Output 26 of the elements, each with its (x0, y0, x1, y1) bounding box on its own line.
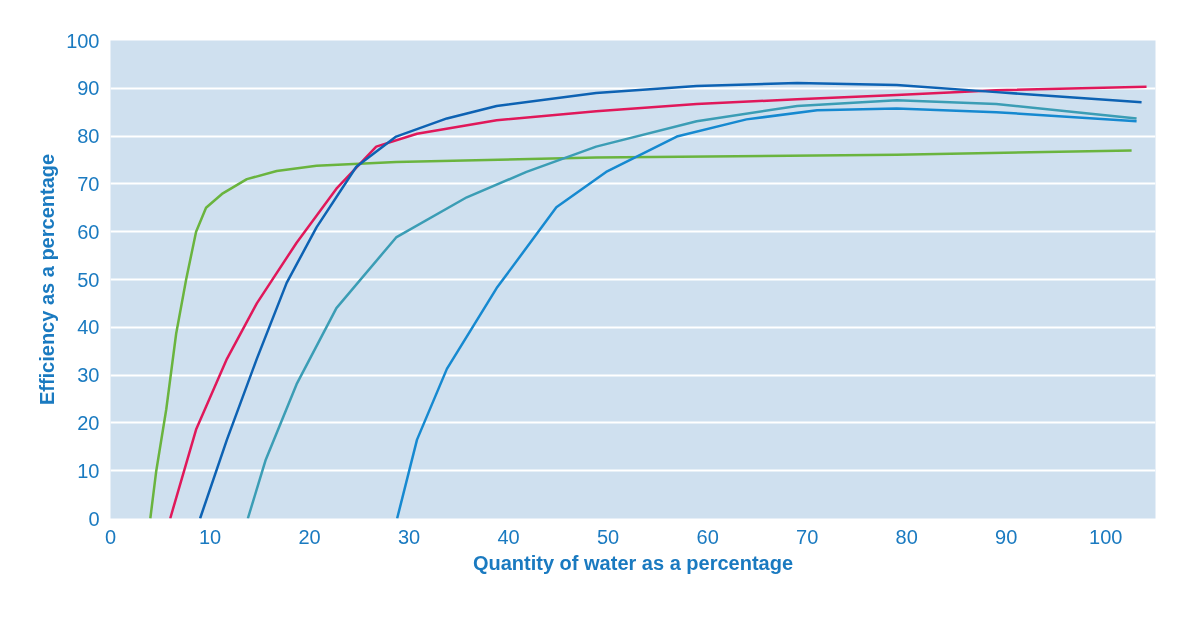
y-tick-label: 100 (66, 29, 100, 52)
y-tick-label: 0 (88, 507, 100, 530)
y-tick-label: 40 (77, 316, 100, 339)
line-series (149, 149, 1133, 519)
x-tick-label: 10 (198, 525, 222, 548)
y-tick-label: 10 (77, 459, 100, 482)
x-tick-label: 50 (597, 525, 620, 548)
y-axis-title: Efficiency as a percentage (36, 153, 59, 406)
y-tick-label: 70 (77, 172, 100, 195)
x-tick-label: 0 (104, 525, 117, 548)
x-tick-label: 100 (1089, 525, 1123, 548)
y-tick-label: 50 (77, 268, 100, 291)
line-series (395, 107, 1138, 519)
x-tick-label: 40 (497, 525, 520, 548)
x-tick-label: 20 (298, 525, 321, 548)
y-tick-label: 80 (77, 125, 100, 148)
x-axis-title: Quantity of water as a percentage (472, 551, 794, 574)
x-tick-label: 80 (895, 525, 918, 548)
x-tick-label: 70 (796, 525, 819, 548)
x-tick-label: 90 (995, 525, 1018, 548)
y-tick-label: 20 (77, 411, 100, 434)
y-tick-label: 30 (77, 364, 100, 387)
y-tick-label: 60 (77, 220, 100, 243)
x-tick-label: 30 (397, 525, 421, 548)
x-tick-label: 60 (696, 525, 719, 548)
y-tick-label: 90 (77, 77, 100, 100)
